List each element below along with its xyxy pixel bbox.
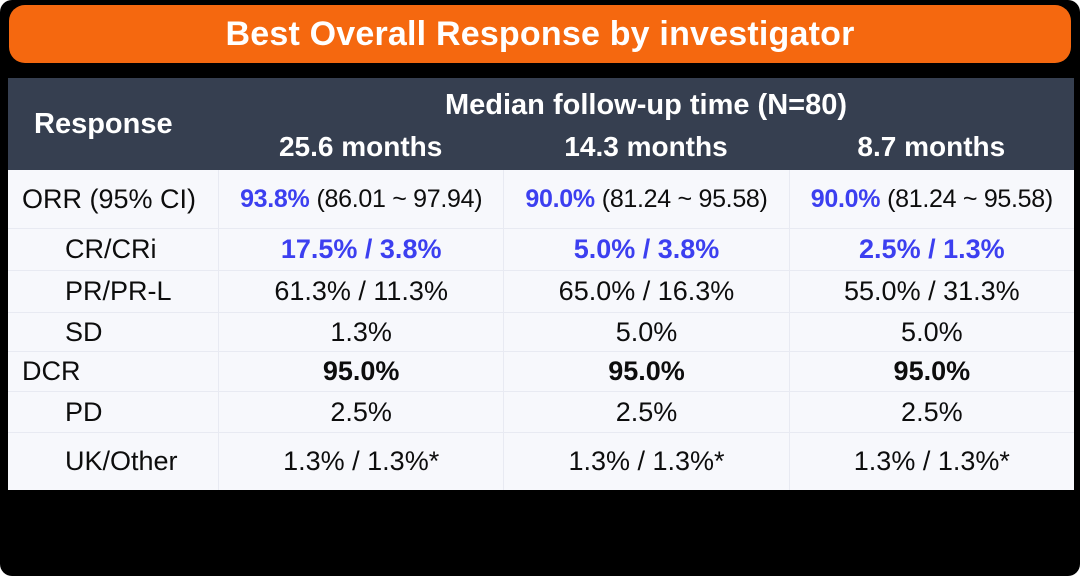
row-label: SD [8,312,218,351]
row-label: DCR [8,351,218,391]
column-group-header-median-followup: Median follow-up time (N=80) [445,89,847,121]
table-cell: 55.0% / 31.3% [788,270,1074,312]
table-cell: 93.8% (86.01 ~ 97.94) [218,170,503,228]
orr-percent-value: 90.0% [810,184,881,213]
column-header-25-6-months: 25.6 months [278,131,443,162]
table-cell: 2.5% / 1.3% [788,228,1074,270]
table-cell: 95.0% [218,351,504,391]
row-label: UK/Other [8,432,218,490]
orr-confidence-interval: (81.24 ~ 95.58) [887,184,1053,213]
title-banner: Best Overall Response by investigator [9,5,1071,63]
table-cell: 5.0% [788,312,1074,351]
row-label: PD [8,391,218,432]
table-cell: 1.3% / 1.3%* [788,432,1074,490]
table-cell: 2.5% [503,391,789,432]
table-cell: 5.0% / 3.8% [503,228,789,270]
table-cell: 65.0% / 16.3% [503,270,789,312]
table-cell: 17.5% / 3.8% [218,228,504,270]
table-body: ORR (95% CI) 93.8% (86.01 ~ 97.94) 90.0% (81… [8,170,1074,490]
table-cell: 90.0% (81.24 ~ 95.58) [503,170,788,228]
row-label: PR/PR-L [8,270,218,312]
table-cell: 1.3% / 1.3%* [218,432,504,490]
orr-percent-value: 90.0% [525,184,595,213]
row-label: ORR (95% CI) [22,183,197,214]
orr-confidence-interval: (81.24 ~ 95.58) [601,184,768,213]
response-table: Response Median follow-up time (N=80) 25… [8,78,1074,490]
table-cell: 1.3% / 1.3%* [503,432,789,490]
table-cell: 95.0% [788,351,1074,391]
table-cell: 95.0% [503,351,789,391]
row-label: CR/CRi [8,228,218,270]
table-cell: 61.3% / 11.3% [218,270,504,312]
table-cell: 2.5% [218,391,504,432]
orr-confidence-interval: (86.01 ~ 97.94) [316,184,483,213]
column-header-response: Response [34,107,173,140]
table-cell: 1.3% [218,312,504,351]
table-header: Response Median follow-up time (N=80) 25… [8,78,1074,170]
orr-percent-value: 93.8% [240,184,310,213]
slide-title: Best Overall Response by investigator [225,14,855,53]
column-header-8-7-months: 8.7 months [857,131,1006,162]
table-cell: 5.0% [503,312,789,351]
table-cell: 2.5% [788,391,1074,432]
column-header-14-3-months: 14.3 months [564,131,728,162]
table-cell: 90.0% (81.24 ~ 95.58) [788,170,1074,228]
